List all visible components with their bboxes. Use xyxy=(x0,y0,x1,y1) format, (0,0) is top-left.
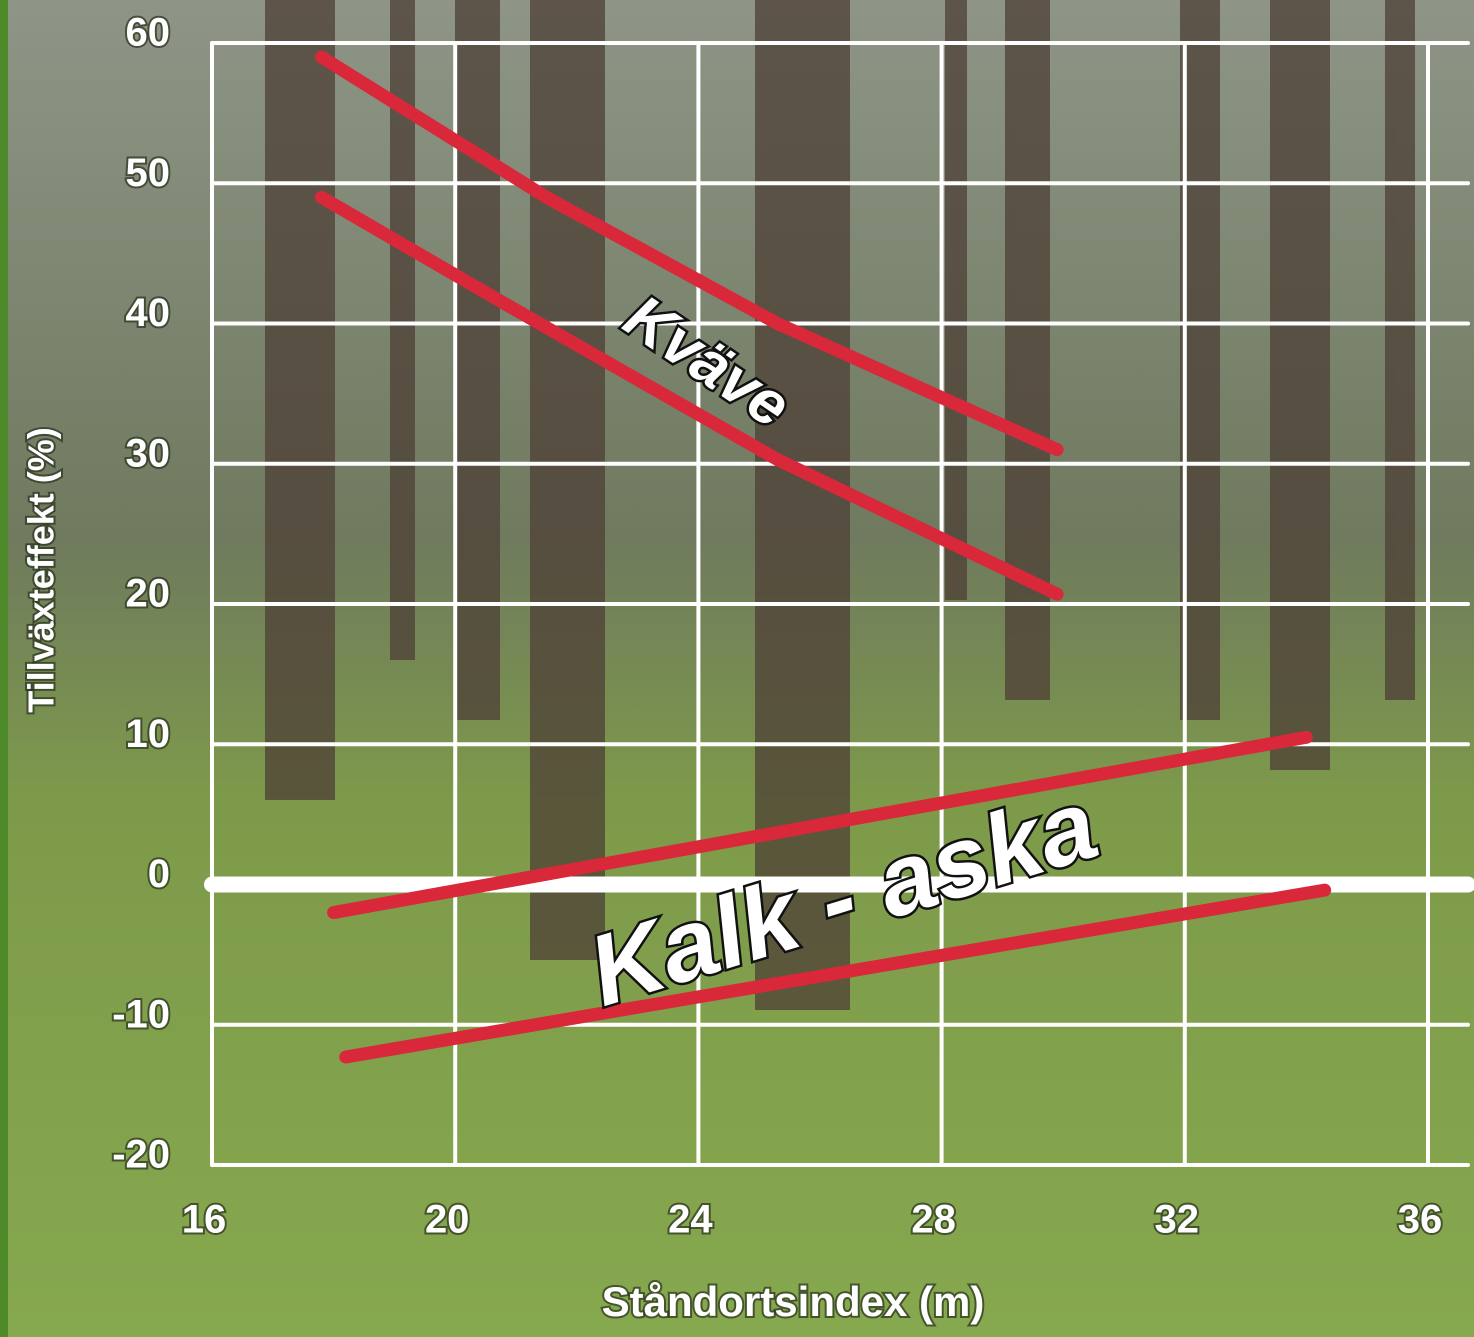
y-tick-label: 60 xyxy=(126,11,171,55)
y-tick-label: 30 xyxy=(126,431,171,475)
line-series xyxy=(314,190,1064,601)
y-tick-label: 10 xyxy=(126,712,171,756)
line-series xyxy=(327,730,1313,920)
line-series xyxy=(339,883,1332,1064)
y-axis-title: Tillväxteffekt (%) xyxy=(21,427,62,712)
y-tick-label: -10 xyxy=(112,992,170,1036)
x-axis-title: Ståndortsindex (m) xyxy=(602,1278,985,1325)
y-tick-label: 40 xyxy=(126,291,171,335)
y-tick-label: 50 xyxy=(126,151,171,195)
y-tick-label: -20 xyxy=(112,1133,170,1177)
x-tick-label: 20 xyxy=(425,1198,470,1242)
x-tick-label: 32 xyxy=(1155,1198,1200,1242)
x-tick-label: 36 xyxy=(1398,1198,1443,1242)
x-tick-label: 16 xyxy=(182,1198,227,1242)
y-tick-label: 20 xyxy=(126,572,171,616)
x-tick-label: 24 xyxy=(668,1198,713,1242)
line-series xyxy=(314,50,1064,457)
x-tick-label: 28 xyxy=(911,1198,956,1242)
left-border xyxy=(0,0,8,1337)
y-tick-label: 0 xyxy=(148,852,170,896)
